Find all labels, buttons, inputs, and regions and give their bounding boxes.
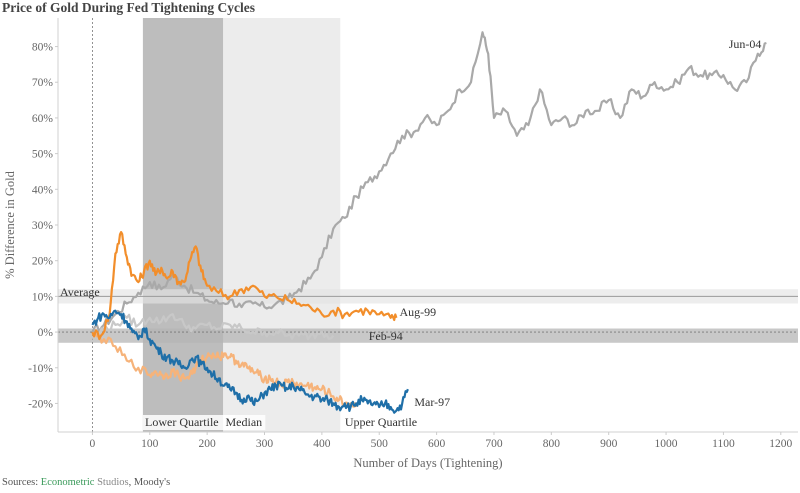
x-tick-label: 1100 — [712, 438, 735, 450]
feb-94-label: Feb-94 — [369, 329, 403, 343]
x-tick-label: 200 — [199, 438, 217, 450]
source-econometric: Econometric — [40, 477, 95, 488]
x-tick-label: 500 — [371, 438, 389, 450]
x-tick-label: 800 — [543, 438, 561, 450]
y-tick-label: 0% — [38, 327, 54, 339]
lower-quartile-label: Lower Quartile — [145, 415, 219, 429]
y-axis-title: % Difference in Gold — [3, 170, 17, 278]
source-studios: Studios — [97, 477, 129, 488]
series-line-jun-04 — [91, 31, 767, 333]
y-tick-label: 30% — [32, 220, 54, 232]
y-tick-label: 40% — [32, 184, 54, 196]
x-tick-label: 300 — [256, 438, 274, 450]
reference-bands — [58, 289, 798, 343]
upper-quartile-label-bg — [342, 415, 436, 430]
y-tick-label: 20% — [32, 256, 54, 268]
y-tick-label: 70% — [32, 77, 54, 89]
y-tick-label: 50% — [32, 149, 54, 161]
x-tick-label: 900 — [600, 438, 618, 450]
mar-97-label: Mar-97 — [414, 395, 450, 409]
y-tick-label: 80% — [32, 42, 54, 54]
source-moodys: Moody's — [133, 477, 171, 488]
series-line-unlabeled — [91, 332, 358, 408]
x-tick-label: 1200 — [769, 438, 792, 450]
chart-title: Price of Gold During Fed Tightening Cycl… — [2, 0, 255, 15]
median-label: Median — [226, 415, 263, 429]
x-tick-label: 400 — [313, 438, 331, 450]
y-tick-label: -20% — [28, 398, 53, 410]
x-tick-label: 700 — [485, 438, 503, 450]
x-tick-label: 1000 — [655, 438, 678, 450]
x-tick-label: 600 — [428, 438, 446, 450]
series-lines — [91, 31, 767, 414]
aug-99-label: Aug-99 — [399, 305, 436, 319]
annotations: Average Jun-04 Aug-99 Feb-94 Mar-97 Lower Qua… — [60, 37, 761, 430]
average-label: Average — [60, 285, 100, 299]
sources-prefix: Sources: — [2, 477, 41, 488]
jun-04-label: Jun-04 — [729, 37, 762, 51]
x-axis-title: Number of Days (Tightening) — [353, 456, 502, 470]
series-line-aug-99 — [91, 231, 398, 341]
y-tick-label: -10% — [28, 363, 53, 375]
series-line-mar-97 — [91, 309, 409, 414]
series-line-feb-94 — [92, 313, 335, 341]
x-tick-label: 0 — [90, 438, 96, 450]
quartile-region-1 — [142, 18, 224, 432]
y-tick-label: 60% — [32, 113, 54, 125]
axes: -20% -10% 0% 10% 20% 30% 40% 50% 60% 70% 80% 0 100 20… — [3, 18, 798, 470]
zero-band — [58, 328, 798, 343]
lower-quartile-label-bg — [143, 415, 236, 430]
upper-quartile-label: Upper Quartile — [345, 415, 417, 429]
sources-note: Sources: Econometric Studios, Moody's — [2, 477, 170, 488]
y-tick-label: 10% — [32, 291, 54, 303]
x-tick-label: 100 — [141, 438, 159, 450]
quartile-region-2 — [223, 18, 341, 432]
median-label-bg — [223, 415, 266, 430]
sources-sep: , — [128, 477, 134, 488]
